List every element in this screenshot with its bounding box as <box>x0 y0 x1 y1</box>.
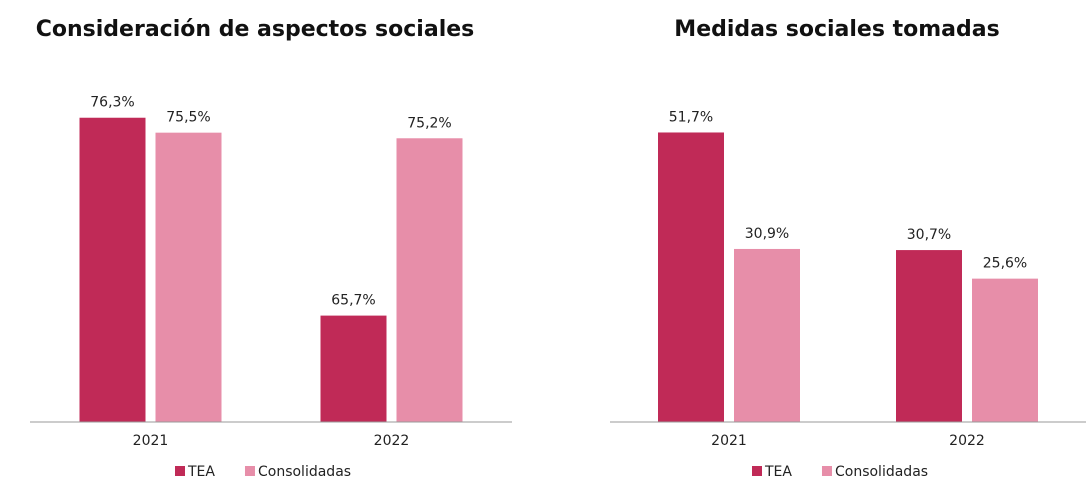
data-label: 65,7% <box>331 293 375 309</box>
bar <box>79 117 146 422</box>
data-label: 75,2% <box>407 115 451 131</box>
x-tick-label: 2022 <box>949 433 985 449</box>
data-label: 25,6% <box>983 256 1027 272</box>
bar <box>396 138 463 422</box>
chart-title: Consideración de aspectos sociales <box>36 17 475 42</box>
x-tick-label: 2022 <box>374 433 410 449</box>
legend-swatch <box>244 466 255 476</box>
data-label: 51,7% <box>669 109 713 125</box>
x-tick-label: 2021 <box>711 433 747 449</box>
legend-label: TEA <box>187 464 215 480</box>
legend-swatch <box>752 466 762 476</box>
data-label: 30,7% <box>907 227 951 243</box>
legend-label: Consolidadas <box>835 464 928 480</box>
legend-label: Consolidadas <box>258 464 351 480</box>
x-tick-label: 2021 <box>133 433 169 449</box>
data-label: 75,5% <box>166 110 210 126</box>
data-label: 76,3% <box>90 95 134 111</box>
data-label: 30,9% <box>745 226 789 242</box>
bar <box>320 315 387 422</box>
bar <box>734 248 800 422</box>
chart: Medidas sociales tomadas 2021 51,7% 30,9% 20… <box>610 17 1086 480</box>
bar <box>658 132 724 423</box>
legend-swatch <box>821 466 832 476</box>
bar <box>972 278 1038 422</box>
chart-title: Medidas sociales tomadas <box>674 17 999 42</box>
bar <box>896 250 962 422</box>
chart: Consideración de aspectos sociales 2021 76… <box>30 17 512 480</box>
bar <box>155 132 222 422</box>
legend-swatch <box>175 466 185 476</box>
legend-label: TEA <box>764 464 792 480</box>
